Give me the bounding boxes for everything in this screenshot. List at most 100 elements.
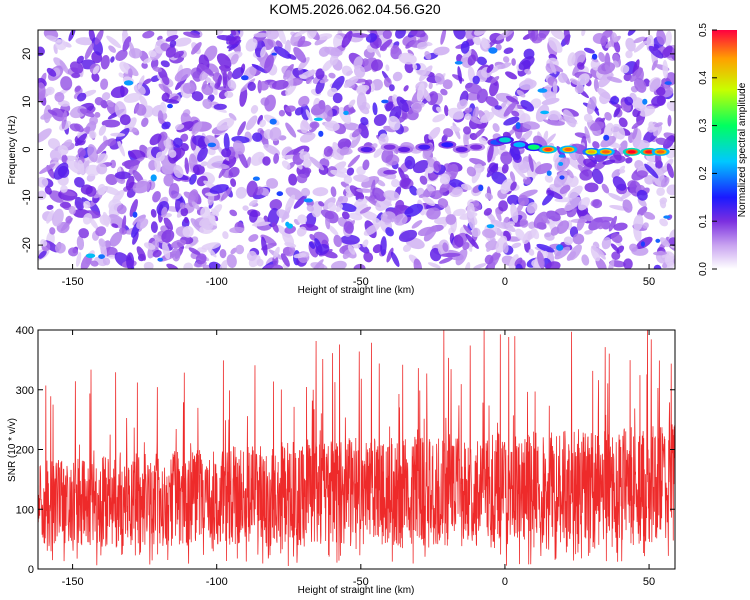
spectrogram-speckle [526,202,538,214]
x-tick-label: -50 [353,276,369,288]
spectrogram-speckle [419,65,433,82]
spectrogram-speckle [294,107,304,116]
spectrogram-speckle [136,246,146,261]
colorbar-tick-label: 0.4 [698,70,709,84]
spectrogram-speckle [116,138,126,157]
x-tick-label: -150 [62,576,84,588]
spectrogram-speckle [105,173,118,186]
spectrogram-speckle [61,154,68,164]
spectrogram-speckle [515,122,521,130]
spectrogram-speckle [168,183,180,199]
spectrogram-speckle [598,71,613,88]
spectrogram-speckle [659,199,667,209]
spectrogram-speckle [183,191,196,201]
spectrogram-speckle [586,96,597,115]
spectrogram-speckle [511,242,522,249]
spectrogram-speckle [192,71,202,82]
spectrogram-speckle [89,116,99,126]
spectrogram-speckle [339,203,357,212]
spectrogram-speckle [648,45,664,59]
spectrogram-speckle [537,250,545,269]
spectrogram-speckle [416,41,428,50]
spectrogram-speckle [235,186,247,199]
spectrogram-speckle [38,128,52,143]
spectrogram-speckle [546,170,552,176]
spectrogram-speckle [161,206,168,217]
spectrogram-speckle [259,119,267,128]
spectrogram-speckle [356,85,370,93]
spectrogram-speckle [173,37,192,47]
ridge-point [360,146,373,153]
spectrogram-speckle [516,89,526,98]
colorbar-tick-label: 0.2 [698,166,709,180]
spectrogram-speckle [217,74,222,87]
spectrogram-speckle [98,238,106,247]
spectrogram-speckle [201,242,221,250]
spectrogram-speckle [563,109,576,128]
spectrogram-speckle [115,49,128,62]
spectrogram-speckle [400,177,411,188]
y-tick-label: 100 [16,504,34,516]
spectrogram-speckle [46,204,54,210]
spectrogram-speckle [136,218,149,230]
spectrogram-speckle [43,104,52,124]
spectrogram-speckle [198,63,215,76]
spectrogram-speckle [654,122,663,128]
spectrogram-speckle [491,171,508,185]
spectrogram-speckle [169,40,177,48]
ridge-point [441,142,454,148]
spectrogram-speckle [655,238,661,243]
spectrogram-speckle [106,99,114,108]
spectrogram-speckle [623,73,632,82]
spectrogram-speckle [266,178,279,189]
spectrogram-speckle [207,142,217,148]
spectrogram-speckle [107,254,117,259]
spectrogram-speckle [68,205,76,215]
spectrogram-speckle [128,68,133,78]
spectrogram-speckle [528,154,534,172]
spectrogram-speckle [101,119,121,128]
spectrogram-speckle [312,187,329,197]
spectrogram-speckle [554,246,571,260]
spectrogram-speckle [510,181,517,191]
spectrogram-speckle [228,112,237,121]
spectrogram-speckle [191,42,202,55]
spectrogram-speckle [82,213,93,225]
spectrogram-speckle [299,151,311,161]
spectrogram-speckle [216,53,232,69]
spectrogram-speckle [613,41,621,53]
spectrogram-speckle [66,159,82,174]
spectrogram-speckle [495,208,502,222]
spectrogram-speckle [47,138,61,150]
spectrogram-speckle [221,148,232,158]
spectrogram-speckle [339,146,350,156]
spectrogram-speckle [285,105,296,113]
spectrogram-speckle [363,251,374,263]
y-tick-label: 300 [16,385,34,397]
colorbar-ticks: 0.0 0.1 0.2 0.3 0.4 0.5 [698,23,717,276]
spectrogram-speckle [293,46,307,63]
spectrogram-speckle [110,56,115,63]
spectrogram-speckle [613,107,621,118]
spectrogram-speckle [640,241,646,247]
spectrogram-speckle [644,174,655,185]
spectrogram-speckle [558,154,565,158]
spectrogram-speckle [166,263,179,269]
spectrogram-speckle [235,244,245,255]
spectrogram-speckle [183,262,193,269]
ridge-peak [627,150,636,154]
spectrogram-speckle [220,187,232,201]
spectrogram-speckle [162,241,171,260]
spectrogram-speckle [600,35,607,47]
spectrogram-speckle [306,205,314,212]
spectrogram-speckle [663,215,671,219]
spectrogram-speckle [128,48,143,59]
spectrogram-speckle [444,105,449,117]
spectrogram-speckle [134,104,147,116]
spectrogram-speckle [98,254,105,259]
y-tick-label: 0 [28,564,34,576]
spectrogram-x-label: Height of straight line (km) [298,285,415,296]
snr-panel: -150 -100 -50 0 50 0 100 200 300 400 Height of s… [7,325,676,596]
spectrogram-speckle [100,78,109,90]
spectrogram-speckle [556,157,570,171]
